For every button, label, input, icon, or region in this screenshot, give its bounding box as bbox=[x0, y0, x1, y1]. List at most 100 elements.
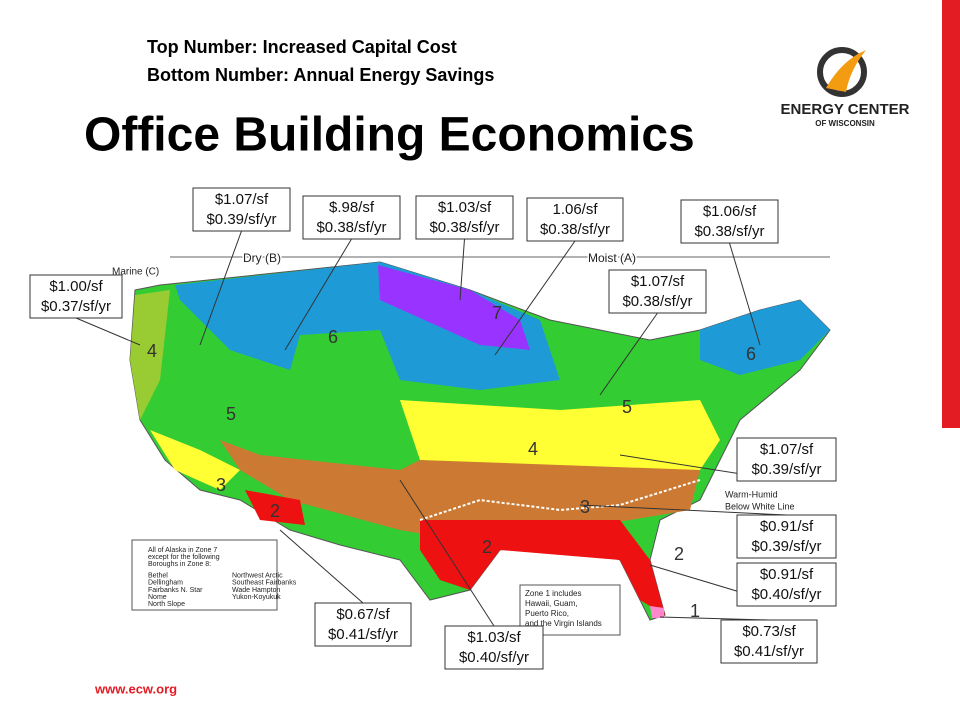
alaska-note: Nome bbox=[148, 594, 167, 601]
callout-leader bbox=[284, 238, 352, 351]
callout-leader bbox=[579, 504, 787, 516]
alaska-note: Northwest Arctic bbox=[232, 572, 283, 579]
alaska-box bbox=[131, 539, 278, 611]
callout-cost: $0.91/sf bbox=[760, 566, 814, 583]
callout-box bbox=[302, 195, 401, 240]
logo: ENERGY CENTER OF WISCONSIN bbox=[781, 47, 910, 128]
callout-savings: $0.39/sf/yr bbox=[206, 211, 276, 228]
callout-box bbox=[736, 514, 837, 559]
region-label: Dry (B) bbox=[243, 251, 281, 265]
callout-box bbox=[192, 187, 291, 232]
alaska-note: Dellingham bbox=[148, 580, 183, 587]
callout: $1.00/sf $0.37/sf/yr bbox=[29, 274, 141, 346]
footer-url: www.ecw.org bbox=[94, 681, 177, 696]
callout-cost: $0.73/sf bbox=[742, 623, 796, 640]
callout-cost: $1.07/sf bbox=[215, 191, 269, 208]
zone-3 bbox=[220, 440, 700, 540]
header-line: Bottom Number: Annual Energy Savings bbox=[147, 65, 494, 85]
callout-leader bbox=[279, 529, 364, 604]
zone-number: 5 bbox=[622, 397, 632, 417]
zone-number: 4 bbox=[528, 439, 538, 459]
callout-cost: $0.91/sf bbox=[760, 518, 814, 535]
callout-leader bbox=[199, 230, 242, 346]
zone-number: 2 bbox=[482, 537, 492, 557]
callout: 1.06/sf $0.38/sf/yr bbox=[494, 197, 624, 356]
alaska-note: Yukon-Koyukuk bbox=[232, 594, 281, 601]
callout-cost: $1.03/sf bbox=[467, 629, 521, 646]
callout-savings: $0.39/sf/yr bbox=[751, 538, 821, 555]
callout-leader bbox=[459, 238, 465, 301]
callout-leader bbox=[399, 479, 495, 627]
zone-number: 6 bbox=[746, 344, 756, 364]
zone-number: 3 bbox=[216, 475, 226, 495]
callout: $0.91/sf $0.39/sf/yr bbox=[579, 504, 837, 559]
region-label: Moist (A) bbox=[588, 251, 636, 265]
logo-sub: OF WISCONSIN bbox=[815, 119, 875, 128]
alaska-note: except for the following bbox=[148, 554, 220, 561]
callout-cost: $1.07/sf bbox=[760, 441, 814, 458]
header-line: Top Number: Increased Capital Cost bbox=[147, 37, 457, 57]
callout-cost: $.98/sf bbox=[329, 199, 375, 216]
alaska-note: Fairbanks N. Star bbox=[148, 587, 203, 594]
callout-box bbox=[608, 269, 707, 314]
callout: $0.73/sf $0.41/sf/yr bbox=[659, 616, 818, 664]
callout: $0.91/sf $0.40/sf/yr bbox=[649, 562, 837, 607]
callout-savings: $0.38/sf/yr bbox=[540, 221, 610, 238]
zone-number: 6 bbox=[328, 327, 338, 347]
callout-savings: $0.39/sf/yr bbox=[751, 461, 821, 478]
callout: $1.06/sf $0.38/sf/yr bbox=[680, 199, 779, 346]
zone-number: 5 bbox=[226, 404, 236, 424]
callout-cost: $1.03/sf bbox=[438, 199, 492, 216]
zone-4c bbox=[130, 290, 170, 420]
callout-box bbox=[526, 197, 624, 242]
callout-leader bbox=[75, 317, 141, 346]
accent-bar bbox=[942, 0, 960, 428]
callout-savings: $0.40/sf/yr bbox=[751, 586, 821, 603]
zone-4-west bbox=[150, 430, 240, 490]
logo-flame bbox=[826, 50, 866, 92]
callout-box bbox=[736, 437, 837, 482]
region-label: Warm-Humid bbox=[725, 489, 778, 499]
alaska-note: Bethel bbox=[148, 572, 168, 579]
zone1-note: Hawaii, Guam, bbox=[525, 599, 577, 608]
zone1-note: and the Virgin Islands bbox=[525, 619, 602, 628]
callout-cost: $1.06/sf bbox=[703, 203, 757, 220]
callout-savings: $0.38/sf/yr bbox=[622, 293, 692, 310]
callout-box bbox=[29, 274, 123, 319]
zone-number: 2 bbox=[270, 501, 280, 521]
zone-6-east bbox=[700, 300, 830, 375]
callout-cost: $1.07/sf bbox=[631, 273, 685, 290]
zone-2-west bbox=[245, 490, 305, 525]
alaska-note: Wade Hampton bbox=[232, 587, 280, 594]
white-line bbox=[419, 479, 701, 521]
alaska-note: Southeast Fairbanks bbox=[232, 580, 297, 587]
callout-leader bbox=[599, 312, 658, 396]
callout-cost: $0.67/sf bbox=[336, 606, 390, 623]
callout-leader bbox=[729, 242, 761, 346]
callout-cost: 1.06/sf bbox=[552, 201, 598, 218]
callout-savings: $0.40/sf/yr bbox=[459, 649, 529, 666]
slide-title: Office Building Economics bbox=[84, 109, 695, 162]
callout-savings: $0.38/sf/yr bbox=[316, 219, 386, 236]
callout-leader bbox=[494, 240, 576, 356]
zone-number: 2 bbox=[674, 544, 684, 564]
zone-number: 1 bbox=[690, 601, 700, 621]
callout: $0.67/sf $0.41/sf/yr bbox=[279, 529, 412, 647]
callout: $1.07/sf $0.39/sf/yr bbox=[192, 187, 291, 346]
callout: $1.03/sf $0.40/sf/yr bbox=[399, 479, 544, 670]
callout-box bbox=[736, 562, 837, 607]
callout-savings: $0.41/sf/yr bbox=[734, 643, 804, 660]
logo-name: ENERGY CENTER bbox=[781, 101, 910, 118]
callout-box bbox=[444, 625, 544, 670]
callout-box bbox=[314, 602, 412, 647]
zone-1 bbox=[650, 606, 664, 618]
alaska-note: North Slope bbox=[148, 601, 185, 608]
callout-savings: $0.37/sf/yr bbox=[41, 298, 111, 315]
callout-cost: $1.00/sf bbox=[49, 278, 103, 295]
zone-4 bbox=[400, 400, 720, 470]
callout-savings: $0.38/sf/yr bbox=[429, 219, 499, 236]
callout: $1.07/sf $0.39/sf/yr bbox=[619, 437, 837, 482]
zone1-note: Puerto Rico, bbox=[525, 609, 569, 618]
climate-map: Marine (C) Dry (B) Moist (A) Warm-Humid Belo… bbox=[111, 250, 831, 636]
